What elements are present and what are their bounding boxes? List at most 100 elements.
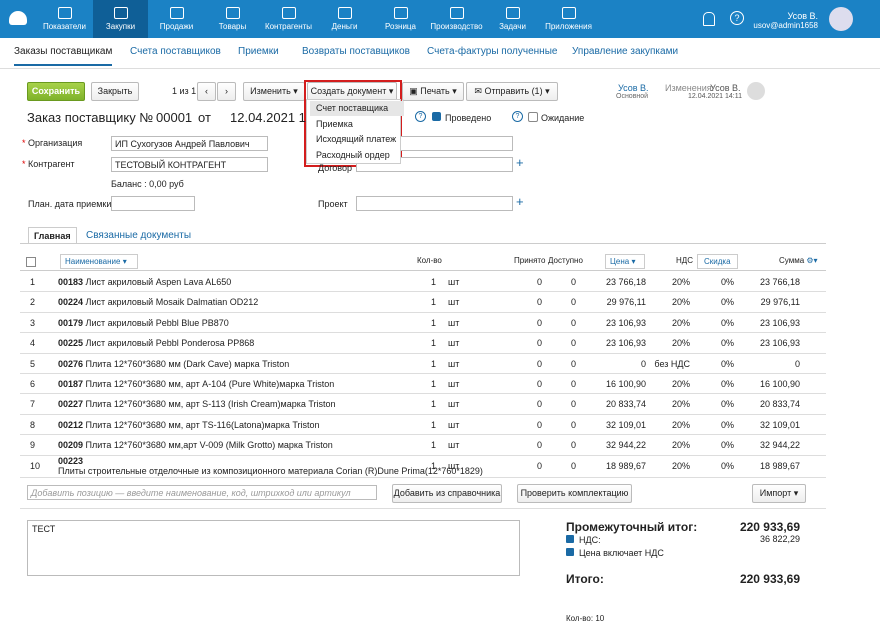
user-name[interactable]: Усов В.	[787, 11, 818, 21]
table-row[interactable]: 6 00187 Плита 12*760*3680 мм, арт A-104 (…	[20, 373, 826, 395]
nav-item[interactable]: Продажи	[149, 0, 204, 38]
project-input[interactable]	[356, 196, 513, 211]
posted-checkbox[interactable]	[432, 112, 441, 121]
cell-idx: 4	[30, 338, 36, 349]
next-button[interactable]: ›	[217, 82, 236, 101]
cell-available: 0	[570, 440, 576, 451]
plan-label: План. дата приемки	[28, 199, 112, 209]
table-row[interactable]: 5 00276 Плита 12*760*3680 мм (Dark Cave) …	[20, 353, 826, 374]
dropdown-item[interactable]: Счет поставщика	[310, 101, 404, 116]
table-row[interactable]: 1 00183 Лист акриловый Aspen Lava AL650 1 ш…	[20, 271, 826, 293]
close-button[interactable]: Закрыть	[91, 82, 139, 101]
tabs-border	[0, 68, 880, 69]
tab[interactable]: Управление закупками	[572, 46, 679, 57]
item-code: 00187	[58, 379, 84, 389]
cell-unit: шт	[448, 399, 460, 410]
dropdown-item[interactable]: Расходный ордер	[316, 149, 390, 160]
tab[interactable]: Счета поставщиков	[130, 46, 221, 57]
header-accepted: Принято	[514, 256, 546, 265]
item-name: 00276 Плита 12*760*3680 мм (Dark Cave) м…	[58, 359, 289, 369]
changes-label: Изменения:	[665, 83, 715, 93]
cell-discount: 0%	[720, 277, 734, 287]
comment-box[interactable]: ТЕСТ	[27, 520, 520, 576]
table-row[interactable]: 7 00227 Плита 12*760*3680 мм, арт S-113 (…	[20, 393, 826, 415]
nav-item[interactable]: Товары	[205, 0, 260, 38]
header-discount[interactable]: Скидка	[697, 254, 738, 269]
cell-sum: 16 100,90	[759, 379, 800, 389]
owner-name[interactable]: Усов В.	[618, 83, 649, 93]
nav-item[interactable]: Закупки	[93, 0, 148, 38]
save-button[interactable]: Сохранить	[27, 82, 85, 101]
tab[interactable]: Счета-фактуры полученные	[427, 46, 558, 57]
table-row[interactable]: 3 00179 Лист акриловый Pebbl Blue PB870 1 ш…	[20, 312, 826, 334]
nav-item[interactable]: Задачи	[485, 0, 540, 38]
plus-2[interactable]: +	[516, 194, 524, 209]
item-name: 00223 Плиты строительные отделочные из к…	[58, 456, 483, 476]
item-name: 00179 Лист акриловый Pebbl Blue PB870	[58, 318, 229, 328]
cp-input[interactable]: ТЕСТОВЫЙ КОНТРАГЕНТ	[111, 157, 268, 172]
nav-item[interactable]: Розница	[373, 0, 428, 38]
nav-item[interactable]: Приложения	[541, 0, 596, 38]
from-catalog-button[interactable]: Добавить из справочника	[392, 484, 502, 503]
table-row[interactable]: 2 00224 Лист акриловый Mosaik Dalmatian O…	[20, 291, 826, 313]
owner-group: Основной	[616, 93, 649, 100]
nav-item[interactable]: Деньги	[317, 0, 372, 38]
nav-item[interactable]: Контрагенты	[261, 0, 316, 38]
prev-button[interactable]: ‹	[197, 82, 216, 101]
nav-item[interactable]: Показатели	[37, 0, 92, 38]
org-input[interactable]: ИП Сухогузов Андрей Павлович	[111, 136, 268, 151]
incl-checkbox[interactable]	[566, 548, 574, 556]
header-price[interactable]: Цена ▾	[605, 254, 645, 269]
avatar[interactable]	[829, 7, 853, 31]
cell-price: 23 106,93	[605, 338, 646, 349]
section-line	[20, 508, 826, 509]
print-button[interactable]: ▣ Печать ▾	[402, 82, 464, 101]
check-button[interactable]: Проверить комплектацию	[517, 484, 632, 503]
nav-item[interactable]: Производство	[429, 0, 484, 38]
cell-qty: 1	[430, 297, 436, 308]
subtotal-label: Промежуточный итог:	[566, 520, 698, 534]
cell-unit: шт	[448, 297, 460, 308]
import-button[interactable]: Импорт ▾	[752, 484, 806, 503]
header-sum: Сумма ⚙▾	[779, 256, 818, 265]
changes-user: Усов В.	[710, 83, 741, 93]
header-name[interactable]: Наименование ▾	[60, 254, 138, 269]
item-name: 00209 Плита 12*760*3680 мм,арт V-009 (Mi…	[58, 440, 333, 450]
nav-icon	[225, 7, 240, 19]
cell-unit: шт	[448, 460, 460, 471]
waiting-checkbox[interactable]	[528, 112, 538, 122]
nav-icon	[393, 7, 408, 19]
subtab-related[interactable]: Связанные документы	[86, 230, 192, 241]
select-all[interactable]	[26, 257, 36, 267]
tab[interactable]: Заказы поставщикам	[14, 46, 113, 66]
tab[interactable]: Приемки	[238, 46, 279, 57]
vat-checkbox[interactable]	[566, 535, 574, 543]
table-row[interactable]: 4 00225 Лист акриловый Pebbl Ponderosa PP…	[20, 332, 826, 354]
dropdown-item[interactable]: Приемка	[316, 118, 353, 129]
edit-label: Изменить	[250, 86, 291, 96]
cell-price: 23 766,18	[605, 277, 646, 287]
cell-available: 0	[570, 317, 576, 328]
tab[interactable]: Возвраты поставщиков	[302, 46, 410, 57]
table-row[interactable]: 9 00209 Плита 12*760*3680 мм,арт V-009 (M…	[20, 434, 826, 456]
item-code: 00212	[58, 419, 84, 430]
edit-button[interactable]: Изменить ▾	[243, 82, 305, 101]
h4: Цена	[610, 257, 630, 266]
subtab-main[interactable]: Главная	[28, 227, 77, 244]
plan-input[interactable]	[111, 196, 195, 211]
send-button[interactable]: ✉ Отправить (1) ▾	[466, 82, 558, 101]
help-icon[interactable]: ?	[730, 11, 744, 25]
cell-price: 0	[640, 358, 646, 369]
cell-qty: 1	[430, 399, 436, 410]
item-title: Лист акриловый Aspen Lava AL650	[85, 277, 232, 287]
table-row[interactable]: 8 00212 Плита 12*760*3680 мм, арт TS-116(…	[20, 414, 826, 436]
help-icon-2: ?	[415, 111, 426, 122]
plus[interactable]: +	[516, 155, 524, 170]
bell-icon[interactable]	[703, 12, 715, 26]
table-row[interactable]: 10 00223 Плиты строительные отделочные из…	[20, 455, 826, 478]
cell-qty: 1	[430, 338, 436, 349]
add-input[interactable]: Добавить позицию — введите наименование,…	[27, 485, 377, 500]
cell-discount: 0%	[720, 297, 734, 308]
dropdown-item[interactable]: Исходящий платеж	[316, 134, 397, 144]
cell-available: 0	[570, 277, 576, 287]
